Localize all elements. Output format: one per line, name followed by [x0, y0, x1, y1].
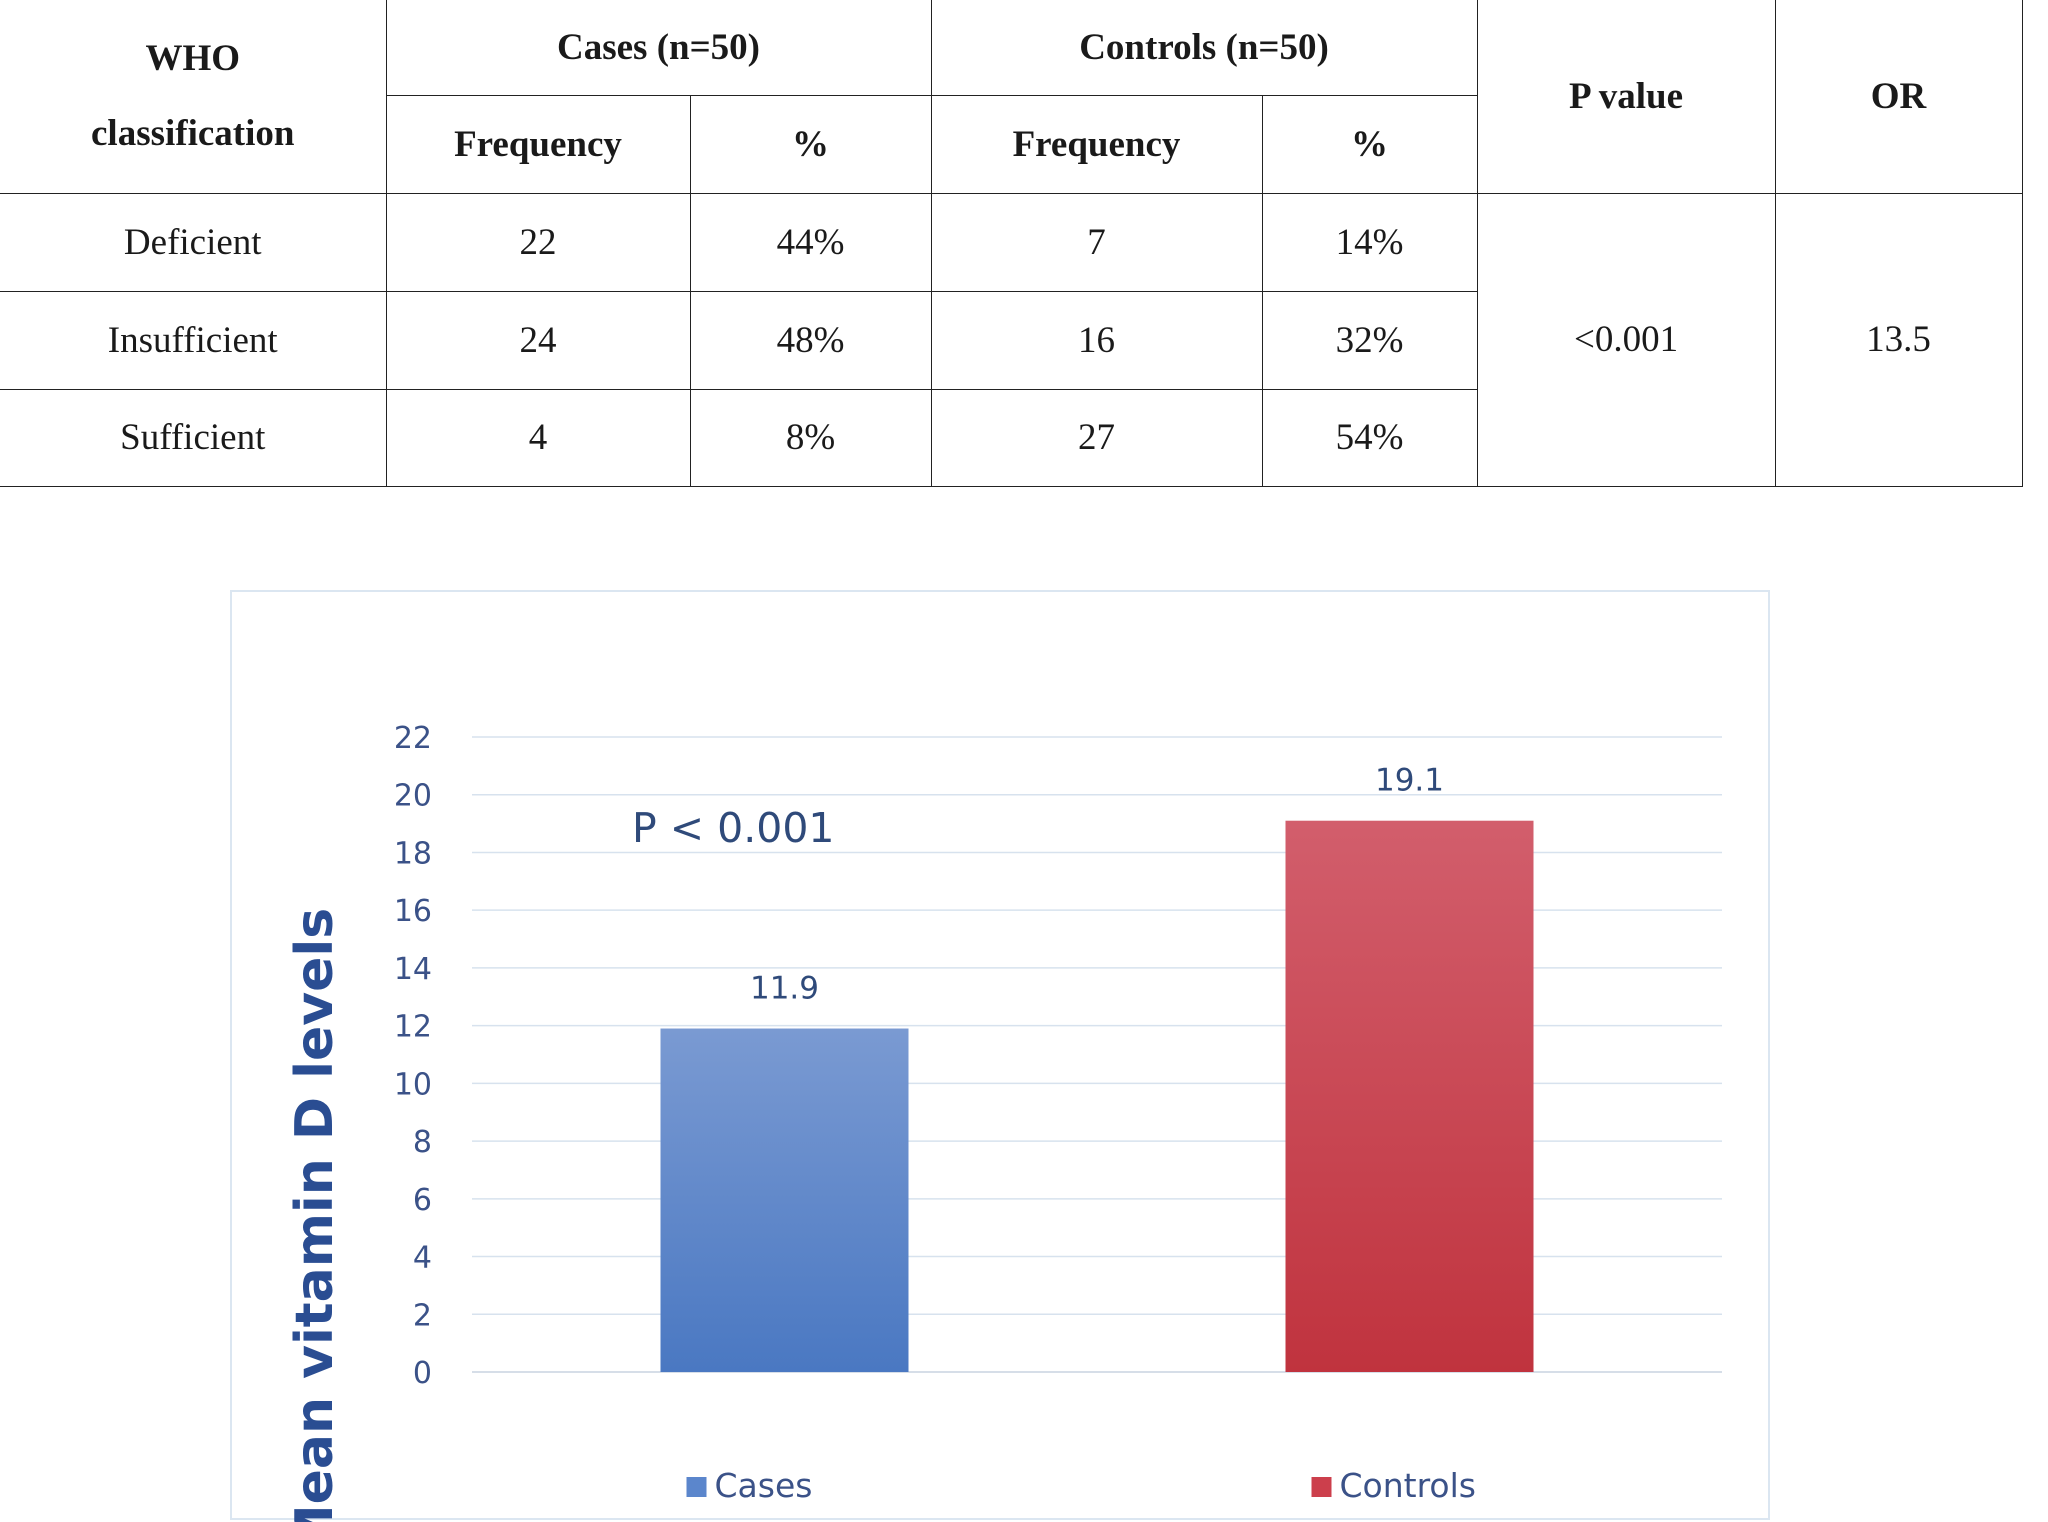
- controls-frequency-cell: 7: [930, 192, 1263, 292]
- cases-frequency-cell: 4: [385, 388, 691, 487]
- header-controls-percent: %: [1261, 94, 1478, 194]
- header-controls-frequency: Frequency: [930, 94, 1263, 194]
- legend-label: Controls: [1340, 1466, 1476, 1505]
- data-label-cases: 11.9: [750, 971, 819, 1007]
- y-tick-label: 8: [413, 1125, 432, 1160]
- controls-percent-cell: 32%: [1261, 290, 1478, 390]
- header-p-value: P value: [1476, 0, 1776, 194]
- header-controls: Controls (n=50): [930, 0, 1478, 96]
- bar-cases: [660, 1028, 909, 1372]
- y-tick-label: 18: [394, 836, 432, 871]
- header-cases-percent: %: [689, 94, 932, 194]
- controls-frequency-cell: 27: [930, 388, 1263, 487]
- y-tick-label: 2: [413, 1298, 432, 1333]
- y-axis-label: Mean vitamin D levels: [285, 908, 345, 1522]
- controls-percent-cell: 14%: [1261, 192, 1478, 292]
- cases-frequency-cell: 22: [385, 192, 691, 292]
- y-tick-label: 20: [394, 779, 432, 814]
- y-tick-label: 4: [413, 1241, 432, 1276]
- y-tick-label: 6: [413, 1183, 432, 1218]
- y-tick-label: 10: [394, 1067, 432, 1102]
- cases-frequency-cell: 24: [385, 290, 691, 390]
- y-tick-label: 0: [413, 1356, 432, 1391]
- y-tick-label: 22: [394, 721, 432, 756]
- who-classification-table: WHO classification Cases (n=50) Controls …: [0, 0, 2023, 487]
- row-label: Sufficient: [0, 388, 387, 487]
- cases-percent-cell: 48%: [689, 290, 932, 390]
- legend-item-controls: Controls: [1311, 1466, 1476, 1505]
- chart-frame: 0 2 4 6 8 10 12 14 16 18 20 22 11.9 19.1 Mean vitami…: [230, 590, 1770, 1522]
- data-label-controls: 19.1: [1375, 763, 1444, 799]
- p-value-annotation: P < 0.001: [632, 804, 835, 852]
- legend-label: Cases: [715, 1466, 813, 1505]
- row-label: Deficient: [0, 192, 387, 292]
- table-row: Insufficient 24 48% 16 32%: [0, 290, 2022, 390]
- legend-swatch: [686, 1477, 707, 1497]
- header-who-classification: WHO classification: [0, 0, 387, 194]
- cases-percent-cell: 8%: [689, 388, 932, 487]
- controls-frequency-cell: 16: [930, 290, 1263, 390]
- table-row: Deficient 22 44% 7 14% <0.001 13.5: [0, 192, 2023, 487]
- bar-controls: [1285, 820, 1534, 1372]
- cases-percent-cell: 44%: [689, 192, 932, 292]
- header-cases: Cases (n=50): [385, 0, 932, 96]
- p-value-cell: <0.001: [1476, 192, 1776, 487]
- legend-item-cases: Cases: [686, 1466, 813, 1505]
- vitamin-d-bar-chart: 0 2 4 6 8 10 12 14 16 18 20 22 11.9 19.1 Mean vitami…: [285, 721, 1722, 1522]
- legend-swatch: [1311, 1477, 1332, 1497]
- header-cases-frequency: Frequency: [386, 94, 691, 194]
- y-tick-label: 16: [394, 894, 432, 929]
- header-or: OR: [1774, 0, 2023, 194]
- y-tick-label: 12: [394, 1010, 432, 1045]
- y-tick-label: 14: [394, 952, 432, 987]
- table-row: Sufficient 4 8% 27 54%: [0, 388, 2022, 487]
- odds-ratio-cell: 13.5: [1774, 192, 2023, 487]
- controls-percent-cell: 54%: [1261, 388, 1478, 487]
- row-label: Insufficient: [0, 290, 387, 390]
